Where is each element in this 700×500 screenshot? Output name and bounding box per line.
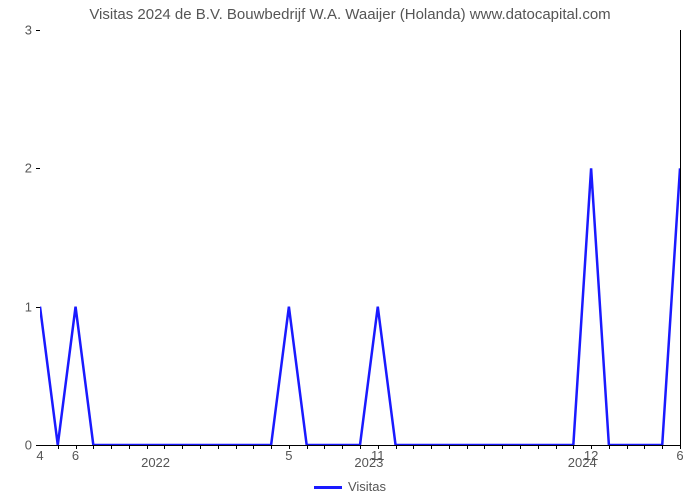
x-tick xyxy=(396,445,397,449)
x-tick xyxy=(342,445,343,449)
x-tick xyxy=(129,445,130,449)
x-tick xyxy=(164,445,165,449)
x-value-label: 4 xyxy=(36,448,43,463)
x-tick xyxy=(627,445,628,449)
x-tick xyxy=(218,445,219,449)
legend: Visitas xyxy=(0,479,700,494)
x-tick xyxy=(360,445,361,449)
chart-title: Visitas 2024 de B.V. Bouwbedrijf W.A. Wa… xyxy=(0,6,700,23)
x-tick xyxy=(200,445,201,449)
y-tick-label: 1 xyxy=(0,299,32,314)
y-tick xyxy=(36,168,40,169)
y-tick xyxy=(36,307,40,308)
x-tick xyxy=(413,445,414,449)
x-value-label: 12 xyxy=(584,448,598,463)
x-tick xyxy=(236,445,237,449)
line-chart-svg xyxy=(40,30,680,445)
y-tick-label: 0 xyxy=(0,438,32,453)
x-tick xyxy=(147,445,148,449)
y-tick-label: 2 xyxy=(0,161,32,176)
chart-container: Visitas 2024 de B.V. Bouwbedrijf W.A. Wa… xyxy=(0,0,700,500)
x-tick xyxy=(484,445,485,449)
x-value-label: 5 xyxy=(285,448,292,463)
x-tick xyxy=(538,445,539,449)
x-tick xyxy=(253,445,254,449)
y-tick-label: 3 xyxy=(0,23,32,38)
x-tick xyxy=(502,445,503,449)
x-tick xyxy=(182,445,183,449)
x-tick xyxy=(307,445,308,449)
x-tick xyxy=(93,445,94,449)
x-tick xyxy=(431,445,432,449)
plot-area xyxy=(40,30,681,446)
y-tick xyxy=(36,445,40,446)
x-value-label: 6 xyxy=(676,448,683,463)
x-tick xyxy=(644,445,645,449)
x-tick xyxy=(58,445,59,449)
x-tick xyxy=(556,445,557,449)
x-tick xyxy=(467,445,468,449)
x-tick xyxy=(609,445,610,449)
y-tick xyxy=(36,30,40,31)
x-tick xyxy=(520,445,521,449)
legend-swatch xyxy=(314,486,342,489)
x-year-label: 2022 xyxy=(141,455,170,470)
x-tick xyxy=(449,445,450,449)
x-tick xyxy=(271,445,272,449)
x-tick xyxy=(573,445,574,449)
x-tick xyxy=(111,445,112,449)
legend-label: Visitas xyxy=(348,479,386,494)
x-tick xyxy=(324,445,325,449)
x-value-label: 6 xyxy=(72,448,79,463)
x-tick xyxy=(662,445,663,449)
x-value-label: 11 xyxy=(371,448,385,463)
